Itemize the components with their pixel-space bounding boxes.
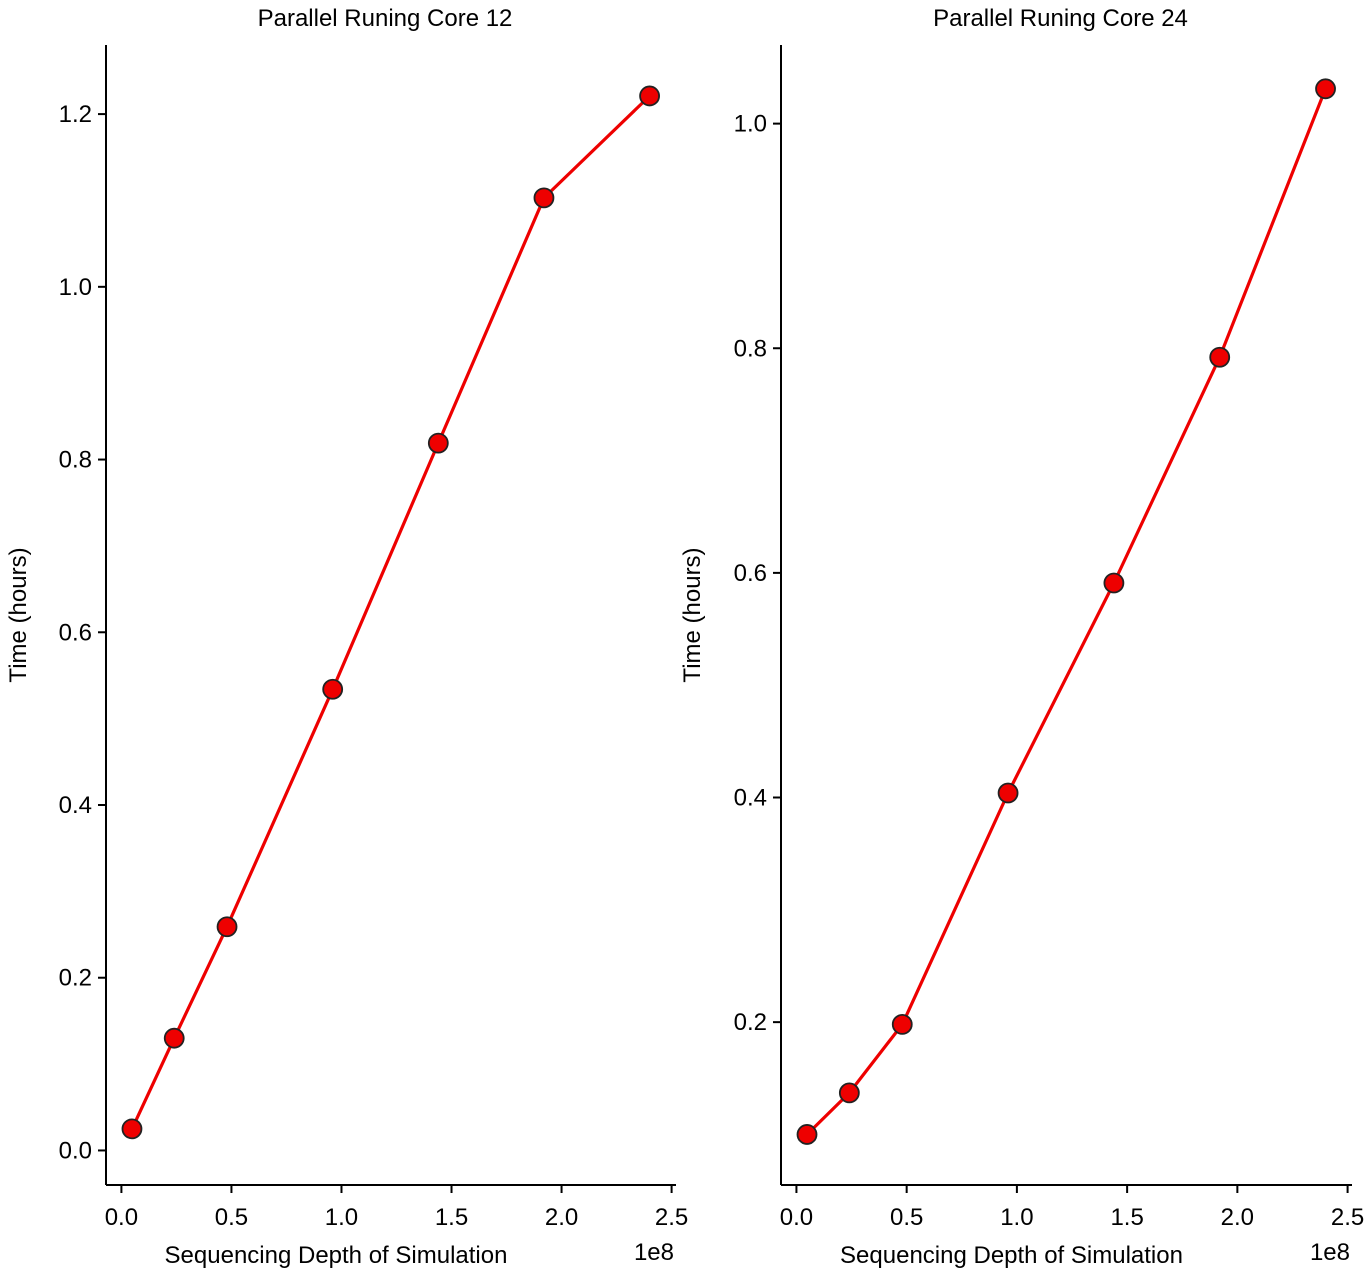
data-point: [798, 1125, 817, 1144]
y-tick-label: 0.0: [59, 1137, 92, 1164]
y-tick-label: 0.4: [59, 792, 92, 819]
subplot-2: Parallel Runing Core 24 0.0 0.5 1.0 1.5 2.0 2.…: [679, 5, 1364, 1269]
data-point: [640, 86, 659, 105]
x-tick-label: 1.0: [1000, 1204, 1033, 1231]
y-axis-label: Time (hours): [5, 547, 32, 682]
x-tick-label: 0.0: [105, 1204, 138, 1231]
data-point: [165, 1029, 184, 1048]
x-tick-label: 1.0: [325, 1204, 358, 1231]
data-point: [1210, 348, 1229, 367]
data-point: [122, 1119, 141, 1138]
series-line: [132, 96, 650, 1129]
x-tick-label: 0.5: [890, 1204, 923, 1231]
data-point: [534, 188, 553, 207]
x-tick-label: 2.0: [1221, 1204, 1254, 1231]
data-point: [1316, 79, 1335, 98]
data-point: [323, 680, 342, 699]
data-point: [1104, 573, 1123, 592]
chart-title: Parallel Runing Core 12: [258, 5, 513, 32]
y-tick-label: 0.6: [734, 560, 767, 587]
x-offset-label: 1e8: [1310, 1239, 1350, 1266]
x-tick-label: 1.5: [1110, 1204, 1143, 1231]
subplot-1: Parallel Runing Core 12 0.0 0.5 1.0 1.5 2.0 2.…: [5, 5, 688, 1269]
data-point: [840, 1083, 859, 1102]
x-tick-label: 0.5: [215, 1204, 248, 1231]
x-tick-label: 0.0: [780, 1204, 813, 1231]
x-axis-label: Sequencing Depth of Simulation: [165, 1242, 508, 1269]
chart-title: Parallel Runing Core 24: [933, 5, 1188, 32]
y-tick-label: 0.8: [734, 335, 767, 362]
data-point: [893, 1015, 912, 1034]
x-tick-label: 2.5: [655, 1204, 688, 1231]
data-point: [218, 917, 237, 936]
data-point: [999, 784, 1018, 803]
y-tick-label: 0.4: [734, 785, 767, 812]
x-axis-label: Sequencing Depth of Simulation: [840, 1242, 1183, 1269]
data-point: [429, 434, 448, 453]
y-tick-label: 1.0: [734, 111, 767, 138]
y-tick-label: 0.2: [734, 1009, 767, 1036]
y-tick-label: 1.0: [59, 274, 92, 301]
y-tick-label: 0.8: [59, 447, 92, 474]
y-axis-label: Time (hours): [679, 547, 706, 682]
y-tick-label: 0.2: [59, 965, 92, 992]
y-tick-label: 0.6: [59, 619, 92, 646]
y-tick-label: 1.2: [59, 101, 92, 128]
x-tick-label: 2.0: [545, 1204, 578, 1231]
x-offset-label: 1e8: [634, 1239, 674, 1266]
x-tick-label: 2.5: [1331, 1204, 1364, 1231]
x-tick-label: 1.5: [435, 1204, 468, 1231]
series-line: [807, 89, 1326, 1135]
